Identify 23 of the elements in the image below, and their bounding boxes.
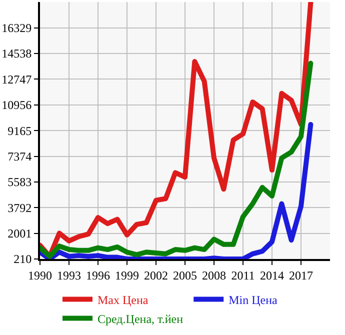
y-tick-label: 12747 — [2, 72, 32, 86]
x-tick-label: 2005 — [173, 268, 197, 282]
y-tick-label: 5583 — [8, 175, 32, 190]
y-tick-label: 210 — [14, 252, 32, 266]
y-tick-label: 7374 — [8, 149, 32, 164]
y-tick-label: 9165 — [8, 124, 32, 138]
y-tick-label: 10956 — [2, 98, 32, 112]
y-tick-label: 14538 — [2, 46, 32, 61]
x-tick-label: 1993 — [57, 268, 81, 282]
x-tick-label: 2002 — [144, 268, 168, 282]
x-tick-label: 2017 — [289, 268, 313, 282]
y-tick-label: 3792 — [8, 200, 32, 215]
x-tick-label: 2011 — [231, 268, 255, 282]
x-tick-label: 2014 — [260, 268, 284, 282]
x-tick-label: 1990 — [28, 268, 52, 282]
x-tick-label: 2008 — [202, 268, 226, 282]
x-tick-label: 1999 — [115, 268, 139, 282]
legend-label: Сред.Цена, т.йен — [98, 312, 184, 326]
y-tick-label: 16329 — [2, 21, 32, 36]
legend-label: Min Цена — [228, 292, 278, 307]
x-tick-label: 1996 — [86, 268, 110, 282]
legend-label: Max Цена — [98, 292, 149, 307]
y-tick-label: 2001 — [8, 226, 32, 241]
